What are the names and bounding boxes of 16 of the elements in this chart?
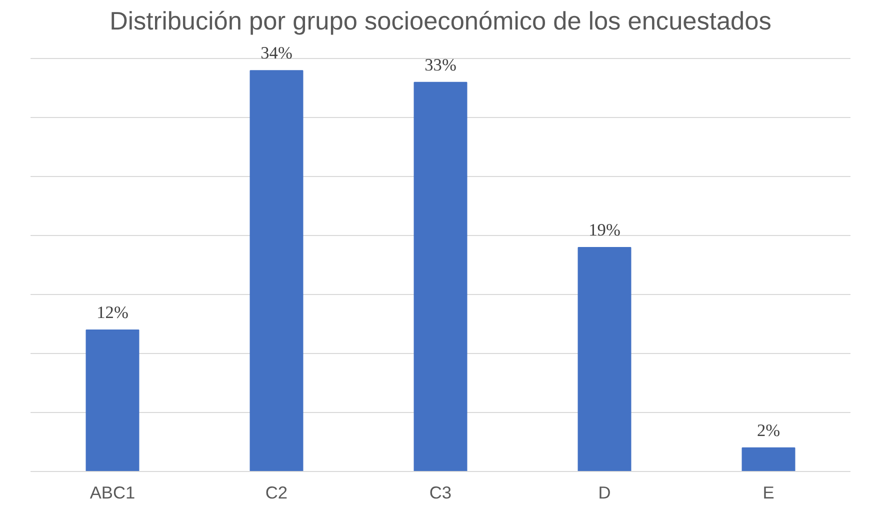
x-tick-label: C3 <box>429 482 452 502</box>
bar <box>578 246 632 472</box>
x-tick-label: D <box>598 482 611 502</box>
bar <box>414 82 468 472</box>
data-label: 2% <box>756 420 780 440</box>
bar <box>742 447 796 472</box>
chart-title: Distribución por grupo socioeconómico de los encuestados <box>110 8 772 36</box>
data-label: 33% <box>424 55 456 74</box>
x-tick-label: C2 <box>265 482 288 502</box>
bar <box>250 70 304 472</box>
data-label: 34% <box>260 44 292 63</box>
data-label: 12% <box>96 302 128 322</box>
x-tick-label: ABC1 <box>90 482 136 502</box>
data-label: 19% <box>588 220 620 240</box>
x-tick-label: E <box>762 482 774 502</box>
bar <box>86 329 140 472</box>
